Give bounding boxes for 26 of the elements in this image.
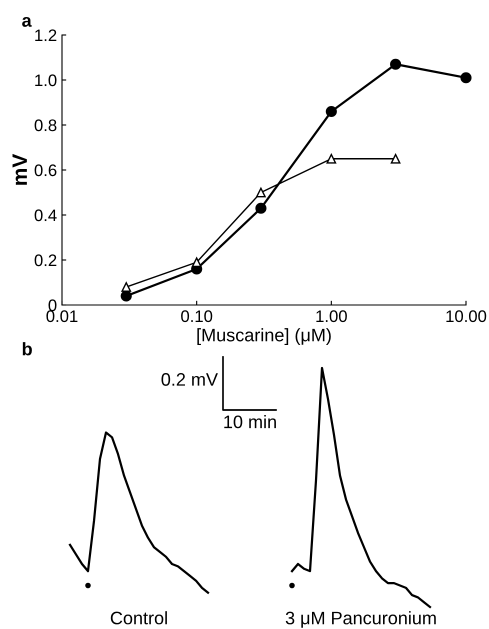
x-tick-label: 10.00 xyxy=(446,310,486,322)
y-tick-label: 1.2 xyxy=(35,29,56,42)
point xyxy=(326,106,337,118)
annotation: 0.2 mV xyxy=(162,373,218,386)
y-tick-label: 0.4 xyxy=(34,209,57,222)
x-axis-title: [Muscarine] (μM) xyxy=(197,328,331,346)
y-tick-label: 1.0 xyxy=(35,74,56,86)
series-label: 3 μM Pancuronium xyxy=(286,611,436,628)
point xyxy=(120,290,132,302)
chart-title: b xyxy=(22,342,32,356)
point xyxy=(460,72,472,84)
point xyxy=(256,188,266,198)
x-tick-label: 1.00 xyxy=(316,310,347,322)
y-tick-label: 0 xyxy=(48,299,56,312)
point xyxy=(255,202,266,214)
y-tick-label: 0.2 xyxy=(34,254,56,266)
y-tick-label: 0.8 xyxy=(34,119,56,132)
x-tick-label: 0.10 xyxy=(181,310,212,322)
annotation: 10 min xyxy=(224,415,276,428)
y-tick-label: 0.6 xyxy=(34,164,56,176)
point xyxy=(326,154,336,164)
y-axis-title: mV xyxy=(12,154,27,185)
chart-title: a xyxy=(22,16,32,27)
point xyxy=(121,282,132,292)
x-tick-label: 0.01 xyxy=(46,310,78,322)
text: Control xyxy=(110,611,167,624)
